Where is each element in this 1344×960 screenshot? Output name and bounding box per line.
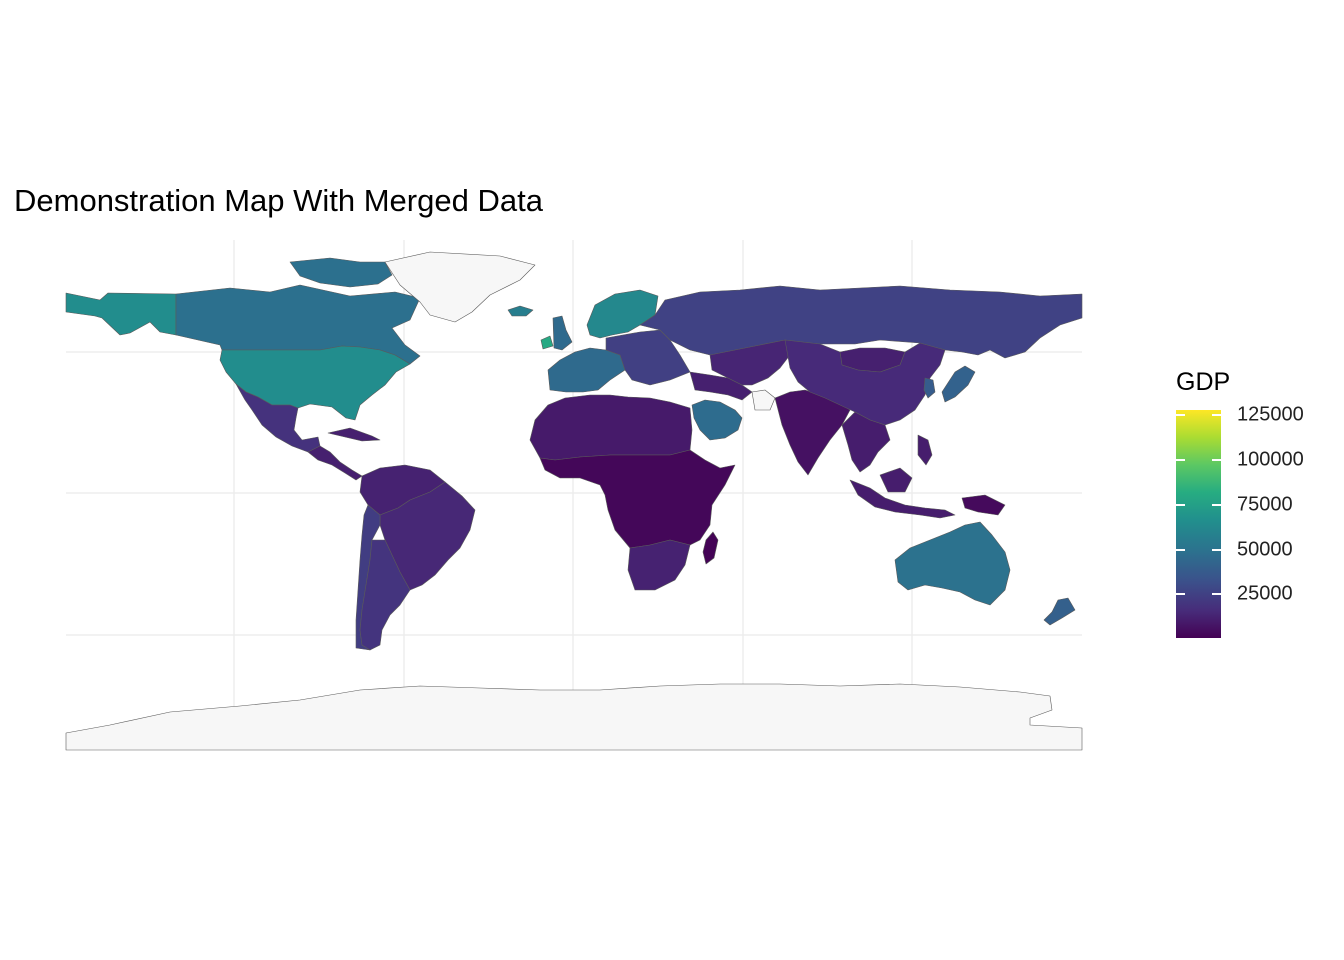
map-title: Demonstration Map With Merged Data	[14, 183, 543, 218]
region-caribbean	[327, 427, 381, 442]
region-madagascar	[702, 531, 719, 565]
region-australia	[894, 521, 1011, 606]
region-saudi-arabia	[691, 399, 743, 441]
region-usa	[219, 345, 411, 421]
region-antarctica	[65, 683, 1083, 751]
region-new-zealand	[1043, 597, 1076, 626]
region-central-america	[307, 445, 363, 481]
region-borneo	[879, 467, 913, 493]
region-western-europe	[547, 347, 626, 393]
region-argentina	[359, 539, 411, 651]
region-philippines	[917, 434, 933, 466]
region-south-asia	[774, 389, 851, 476]
region-uk	[552, 315, 573, 351]
region-southeast-asia	[841, 411, 891, 473]
legend-tick-label: 100000	[1237, 448, 1304, 471]
legend-colorbar	[1176, 410, 1221, 638]
region-iceland	[507, 305, 534, 317]
region-iran	[751, 389, 776, 411]
legend-tick-label: 50000	[1237, 538, 1293, 561]
legend-tick-label: 75000	[1237, 493, 1293, 516]
region-japan	[941, 365, 976, 403]
region-alaska	[65, 292, 177, 336]
region-indonesia	[849, 479, 956, 519]
region-korea	[923, 377, 936, 399]
region-ireland	[540, 335, 554, 350]
region-canada-arctic	[289, 257, 393, 288]
region-mexico	[235, 383, 321, 453]
region-central-asia	[709, 339, 791, 386]
legend-tick-label: 125000	[1237, 403, 1304, 426]
region-scandinavia	[586, 289, 659, 339]
region-papua-new-guinea	[961, 494, 1006, 516]
region-greenland	[384, 251, 536, 323]
region-middle-east	[689, 371, 753, 401]
region-north-africa	[529, 394, 693, 461]
region-brazil	[379, 481, 476, 591]
region-southern-africa	[627, 539, 691, 591]
legend-title: GDP	[1176, 368, 1231, 396]
legend-tick-label: 25000	[1237, 582, 1293, 605]
region-russia	[639, 285, 1083, 359]
region-sub-saharan-africa	[539, 449, 736, 549]
